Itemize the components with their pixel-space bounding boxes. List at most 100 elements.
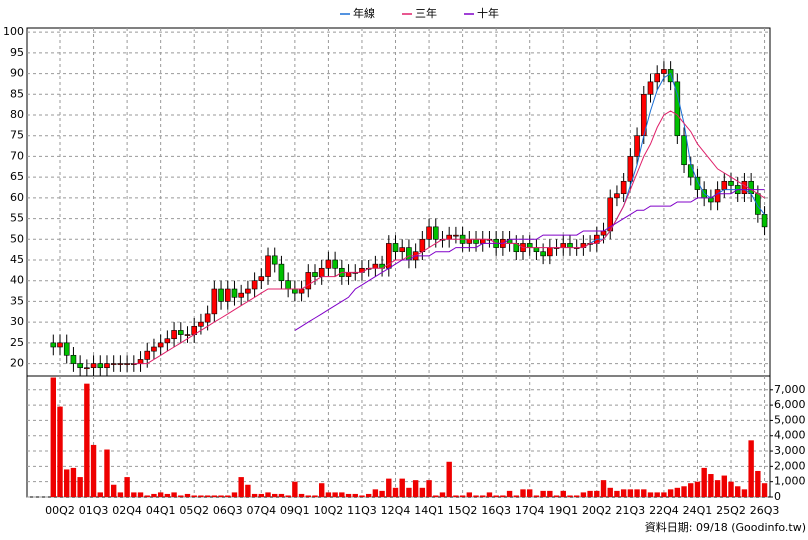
volume-bar [573,495,580,497]
y2-tick-label: 4,000 [774,429,806,442]
x-tick-label: 05Q2 [179,504,209,517]
volume-bar [520,489,526,497]
x-tick-label: 24Q1 [683,504,713,517]
legend-label: 三年 [415,6,437,20]
candle-body [392,243,399,253]
candle-body [198,321,204,327]
candle-body [714,189,721,203]
volume-panel [26,375,771,498]
volume-bar [104,449,110,497]
candle-body [708,197,714,203]
volume-bar [741,489,748,497]
volume-bar [594,490,600,497]
candle-body [600,230,607,236]
volume-bar [157,492,164,497]
x-tick-label: 10Q2 [314,504,344,517]
volume-bar [278,493,285,497]
candle-body [211,288,218,315]
candle-body [332,259,338,269]
x-tick-label: 09Q1 [280,504,310,517]
candle-body [318,267,325,277]
candle-body [399,247,406,253]
volume-bar [298,493,305,497]
candle-body [231,288,238,298]
volume-bar [560,490,566,497]
y-tick-label: 95 [10,46,24,59]
volume-bar [620,489,627,497]
volume-bar [426,480,432,497]
y-tick-label: 30 [10,315,24,328]
candle-body [84,367,90,370]
candle-body [285,280,291,290]
candle-body [312,272,318,277]
volume-bar [178,495,184,497]
volume-bar [312,495,318,497]
y-tick-label: 35 [10,294,24,307]
x-tick-label: 21Q3 [616,504,646,517]
candle-body [292,288,298,294]
x-tick-label: 04Q1 [146,504,176,517]
x-tick-label: 16Q3 [481,504,511,517]
volume-bar [144,495,150,497]
y-tick-label: 65 [10,170,24,183]
x-tick-label: 01Q3 [79,504,109,517]
volume-bar [258,493,265,497]
y-tick-label: 90 [10,67,24,80]
volume-bar [587,490,593,497]
volume-bar [211,495,218,497]
volume-bar [500,495,506,497]
volume-bar [131,492,137,497]
volume-bar [761,483,768,497]
y-tick-label: 55 [10,212,24,225]
volume-bar [439,492,446,497]
y2-tick-label: 0 [774,490,781,503]
candle-body [245,288,251,294]
x-tick-label: 20Q2 [582,504,612,517]
volume-bar [171,492,177,497]
volume-bar [204,495,211,497]
candle-body [741,180,748,195]
volume-bar [191,495,197,497]
y-tick-label: 60 [10,191,24,204]
volume-bar [319,483,325,497]
volume-bar [245,484,251,497]
candle-body [144,350,151,360]
candle-body [164,338,171,344]
y2-tick-label: 2,000 [774,459,806,472]
candle-body [258,276,265,282]
volume-bar [553,495,560,497]
volume-bar [365,493,372,497]
candle-body [446,234,452,240]
candle-body [204,313,211,323]
candle-body [647,81,654,95]
candle-body [473,238,479,244]
volume-bar [721,475,727,497]
volume-bar [305,495,311,497]
candle-body [157,342,164,348]
volume-bar [694,481,701,497]
candle-body [305,272,312,290]
y-tick-label: 85 [10,87,24,100]
volume-bar [251,493,258,497]
x-tick-label: 17Q4 [515,504,545,517]
x-tick-label: 14Q1 [414,504,444,517]
volume-bar [265,492,271,497]
volume-bar [90,444,97,497]
candle-body [614,193,620,199]
x-tick-label: 12Q4 [381,504,411,517]
y-tick-label: 70 [10,149,24,162]
candle-body [298,288,305,294]
candle-body [218,288,224,302]
candle-body [151,346,157,352]
volume-bar [506,490,513,497]
volume-bar [117,492,124,497]
volume-bar [97,492,103,497]
candle-body [278,263,285,282]
candle-body [104,363,110,369]
volume-bar [654,492,660,497]
candle-body [57,342,63,348]
footer: 資料日期: 09/18 (Goodinfo.tw) [645,520,806,534]
volume-bar [748,440,754,497]
candle-body [567,243,573,248]
volume-bar [84,383,90,497]
